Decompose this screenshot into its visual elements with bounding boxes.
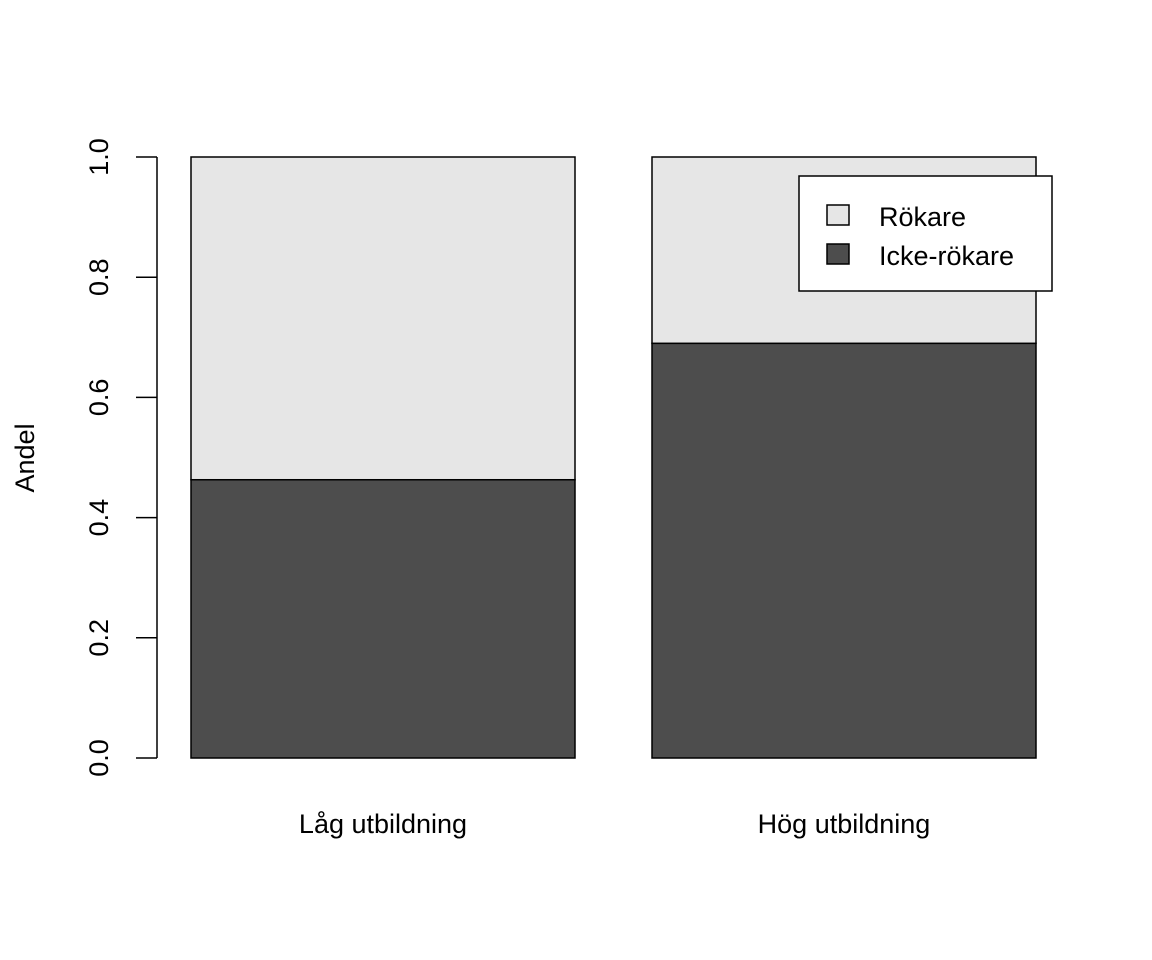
x-axis-labels: Låg utbildning Hög utbildning (299, 809, 930, 839)
y-tick-label: 0.2 (84, 619, 114, 657)
legend-swatch-icke-rokare (826, 243, 850, 265)
y-tick-label: 0.4 (84, 499, 114, 537)
legend-label-rokare: Rökare (879, 202, 966, 232)
y-tick-label: 0.8 (84, 258, 114, 296)
legend-box (798, 175, 1053, 292)
legend-swatch-rokare (826, 204, 850, 226)
bar-segment-icke-r-kare-2 (651, 342, 1037, 759)
y-axis: 0.0 0.2 0.4 0.6 0.8 1.0 (84, 138, 158, 777)
x-tick-label: Hög utbildning (758, 809, 931, 839)
legend: Rökare Icke-rökare (798, 175, 1053, 292)
y-tick-label: 0.0 (84, 739, 114, 777)
bars-layer (190, 156, 1037, 759)
y-tick-label: 0.6 (84, 379, 114, 417)
y-axis-label: Andel (10, 423, 40, 492)
legend-label-icke-rokare: Icke-rökare (879, 241, 1014, 271)
bar-segment-icke-r-kare-1 (190, 478, 576, 759)
x-tick-label: Låg utbildning (299, 809, 467, 839)
bar-segment-r-kare-1 (190, 156, 576, 481)
y-tick-label: 1.0 (84, 138, 114, 176)
